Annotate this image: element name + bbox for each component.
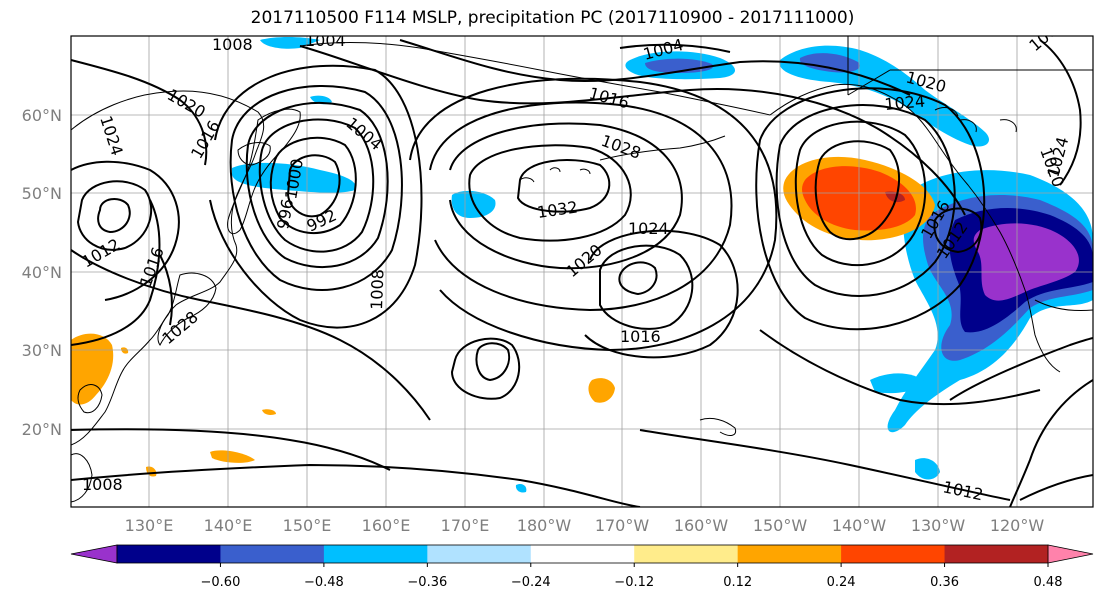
lon-label: 160°W	[674, 516, 729, 535]
isobar-label: 1016	[620, 327, 661, 346]
colorbar-segment	[737, 545, 842, 563]
lon-label: 130°W	[911, 516, 966, 535]
lat-label: 60°N	[22, 106, 62, 125]
longitude-labels: 130°E 140°E 150°E 160°E 170°E 180°W 170°…	[125, 516, 1045, 535]
isobar-label: 1024	[628, 219, 669, 238]
colorbar-extend-high	[1047, 544, 1094, 564]
colorbar-segment	[841, 545, 946, 563]
colorbar-tick-label: 0.24	[827, 575, 856, 590]
isobar-label: 1008	[82, 475, 123, 494]
map-border	[70, 35, 1094, 508]
lon-label: 170°W	[595, 516, 650, 535]
isobar-label: 1008	[212, 35, 253, 54]
graticule	[71, 36, 1093, 507]
colorbar-tick-label: −0.48	[304, 575, 344, 590]
colorbar-segment	[427, 545, 532, 563]
isobars	[71, 39, 1093, 507]
lat-label: 20°N	[22, 420, 62, 439]
colorbar-tick-label: −0.36	[407, 575, 447, 590]
lon-label: 120°W	[990, 516, 1045, 535]
latitude-labels: 60°N 50°N 40°N 30°N 20°N	[22, 106, 62, 439]
lon-label: 140°W	[832, 516, 887, 535]
colorbar-extend-low	[70, 544, 118, 564]
isobar-label: 1004	[305, 31, 346, 50]
map-title: 2017110500 F114 MSLP, precipitation PC (…	[250, 8, 855, 28]
isobar-label: 1008	[367, 269, 387, 310]
colorbar-segment	[220, 545, 325, 563]
lon-label: 140°E	[204, 516, 253, 535]
colorbar-segment	[323, 545, 428, 563]
colorbar-tick-label: 0.48	[1034, 575, 1063, 590]
coastlines	[71, 36, 1093, 503]
colorbar-tick-label: −0.24	[511, 575, 551, 590]
colorbar-segment	[634, 545, 739, 563]
precip-negative-shading	[232, 37, 1093, 493]
lon-label: 130°E	[125, 516, 174, 535]
colorbar-segment	[530, 545, 635, 563]
lat-label: 30°N	[22, 341, 62, 360]
lon-label: 150°W	[753, 516, 808, 535]
lon-label: 160°E	[362, 516, 411, 535]
isobar-label: 1024	[884, 92, 926, 114]
colorbar-tick-label: −0.12	[614, 575, 654, 590]
lon-label: 180°W	[517, 516, 572, 535]
colorbar-segment	[117, 545, 221, 563]
lat-label: 50°N	[22, 184, 62, 203]
colorbar: −0.60 −0.48 −0.36 −0.24 −0.12 0.12 0.24 0.36 0.4…	[70, 544, 1094, 590]
colorbar-tick-label: −0.60	[201, 575, 241, 590]
colorbar-tick-label: 0.12	[723, 575, 752, 590]
lat-label: 40°N	[22, 263, 62, 282]
lon-label: 150°E	[283, 516, 332, 535]
colorbar-segment	[944, 545, 1049, 563]
colorbar-tick-label: 0.36	[930, 575, 959, 590]
lon-label: 170°E	[441, 516, 490, 535]
